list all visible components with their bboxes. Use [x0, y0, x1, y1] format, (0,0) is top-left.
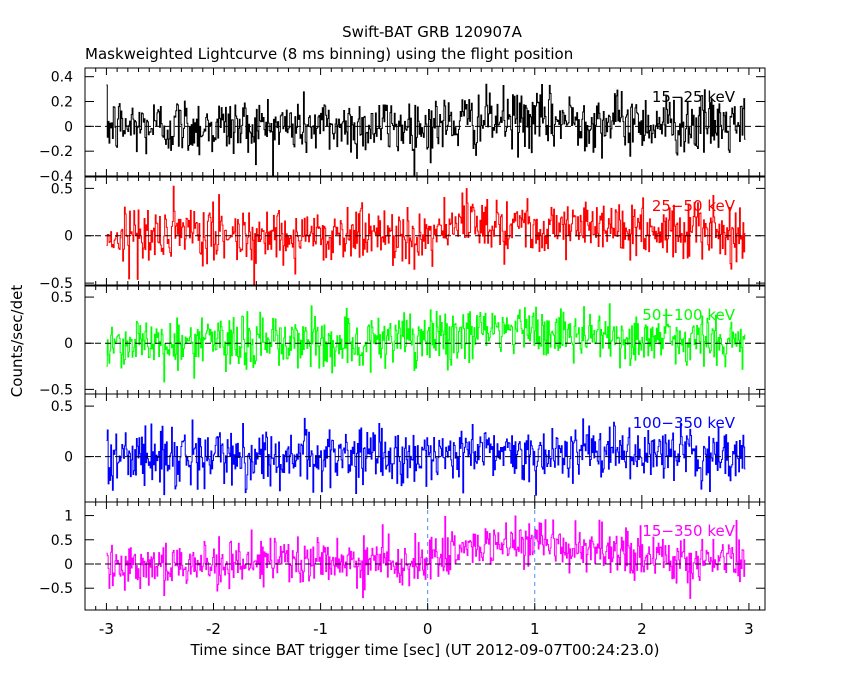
x-tick-label: 1	[530, 620, 540, 638]
panel-15-350-kev: −0.5 0 0.5 1 15−350 keV	[39, 501, 766, 611]
x-tick-label: 3	[744, 620, 754, 638]
y-tick-label: 0	[64, 557, 73, 573]
panel-frame	[84, 501, 766, 611]
y-tick-label: 0	[64, 336, 73, 352]
y-tick-label: 0.2	[51, 95, 73, 111]
y-tick-label: 0.5	[51, 290, 73, 306]
panel-25-50-kev: −0.5 0 0.5 25−50 keV	[39, 176, 766, 292]
y-tick-label: 0.5	[51, 399, 73, 415]
y-tick-label: 1	[64, 509, 73, 525]
y-tick-label: 0	[64, 119, 73, 135]
band-label: 15−350 keV	[642, 522, 735, 540]
x-tick-label: 0	[423, 620, 433, 638]
y-tick-label: −0.5	[39, 382, 73, 398]
x-axis-label: Time since BAT trigger time [sec] (UT 20…	[190, 641, 660, 659]
y-tick-label: 0	[64, 229, 73, 245]
y-tick-label: 0.5	[51, 533, 73, 549]
y-tick-label: −0.5	[39, 276, 73, 292]
panel-100-350-kev: 0 0.5 100−350 keV	[51, 393, 766, 503]
y-tick-label: −0.4	[39, 169, 73, 185]
x-tick-label: -3	[99, 620, 114, 638]
chart-subtitle: Maskweighted Lightcurve (8 ms binning) u…	[85, 45, 573, 63]
x-tick-label: 2	[637, 620, 647, 638]
y-tick-label: 0.4	[51, 70, 73, 86]
series-trace-3	[106, 417, 746, 496]
band-label: 25−50 keV	[652, 197, 736, 215]
y-tick-label: 0.5	[51, 181, 73, 197]
series-trace-2	[106, 303, 746, 383]
chart-title: Swift-BAT GRB 120907A	[342, 23, 522, 41]
y-tick-label: −0.2	[39, 144, 73, 160]
x-tick-label: -1	[313, 620, 328, 638]
y-tick-label: 0	[64, 450, 73, 466]
y-tick-label: −0.5	[39, 581, 73, 597]
series-trace-1	[106, 185, 746, 285]
band-label: 15−25 keV	[652, 88, 736, 106]
panels-group: −0.4 −0.2 0 0.2 0.4 15−25 keV −0.5 0 0.5 25−50 ke…	[39, 67, 766, 638]
panel-frame	[84, 176, 766, 286]
band-label: 100−350 keV	[633, 414, 736, 432]
band-label: 50−100 keV	[642, 306, 735, 324]
panel-50-100-kev: −0.5 0 0.5 50−100 keV	[39, 285, 766, 398]
series-trace-0	[106, 83, 746, 176]
panel-frame	[84, 67, 766, 177]
series-trace-4	[106, 515, 746, 599]
y-axis-label: Counts/sec/det	[8, 285, 26, 398]
x-tick-label: -2	[206, 620, 221, 638]
panel-15-25-kev: −0.4 −0.2 0 0.2 0.4 15−25 keV	[39, 67, 766, 185]
